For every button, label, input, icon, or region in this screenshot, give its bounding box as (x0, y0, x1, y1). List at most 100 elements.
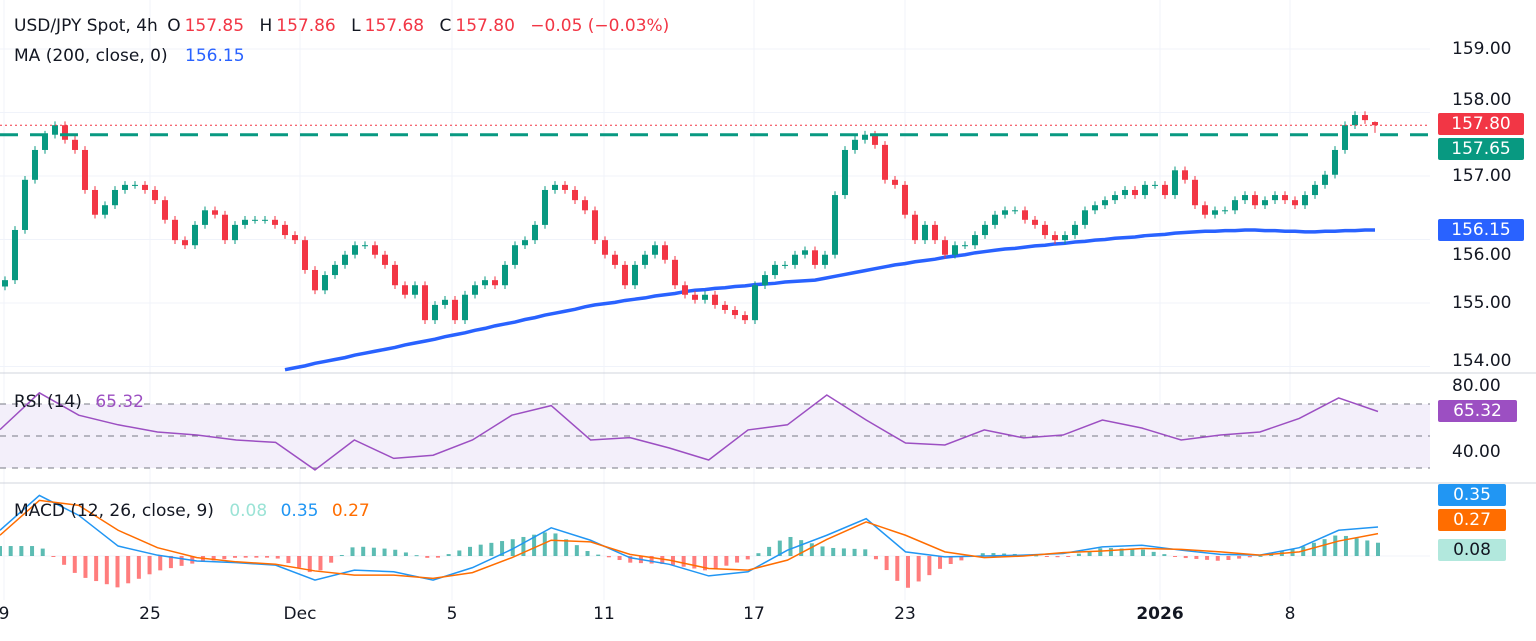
macd-line (0, 494, 1379, 581)
candle-body (502, 264, 508, 286)
macd-histogram-bar (724, 556, 729, 566)
candle-body (1212, 210, 1218, 215)
macd-histogram-bar (1055, 556, 1060, 558)
candle-body (1332, 149, 1338, 175)
candle-body (1232, 200, 1238, 211)
candle-body (512, 245, 518, 265)
candle-body (392, 264, 398, 286)
candle-body (932, 224, 938, 241)
candle-body (692, 294, 698, 300)
macd-histogram-bar (307, 556, 312, 573)
macd-histogram-bar (1119, 548, 1124, 556)
macd-histogram-bar (938, 556, 943, 569)
candle-body (752, 285, 758, 321)
ma-label: MA (200, close, 0) (14, 46, 168, 66)
macd-histogram-bar (168, 556, 173, 569)
macd-histogram-bar (30, 546, 35, 556)
macd-histogram-bar (1098, 548, 1103, 556)
candle-body (612, 254, 618, 265)
candle-body (72, 139, 78, 150)
close-label: C (439, 16, 452, 36)
macd-histogram-bar (1194, 556, 1199, 559)
macd-histogram-bar (179, 556, 184, 566)
signal-line (0, 499, 1379, 580)
macd-histogram-bar (1130, 548, 1135, 556)
macd-histogram-bar (329, 556, 334, 563)
candle-body (302, 240, 308, 270)
macd-legend[interactable]: MACD (12, 26, close, 9) 0.08 0.35 0.27 (14, 501, 374, 521)
candle-body (122, 184, 128, 190)
candle-body (1122, 189, 1128, 196)
open-label: O (167, 16, 181, 36)
macd-histogram-bar (660, 556, 665, 565)
macd-histogram-bar (1247, 556, 1252, 558)
candle-body (252, 219, 258, 221)
macd-histogram-bar (94, 556, 99, 582)
candle-body (822, 254, 828, 265)
macd-histogram-bar (873, 556, 878, 560)
time-tick: 23 (894, 604, 916, 624)
macd-histogram-bar (158, 556, 163, 571)
candle-body (212, 210, 218, 215)
macd-histogram-bar (297, 556, 302, 568)
candle-body (1242, 195, 1248, 201)
change-value: −0.05 (−0.03%) (530, 16, 670, 36)
ma-legend[interactable]: MA (200, close, 0) 156.15 (14, 46, 249, 66)
macd-histogram-bar (777, 540, 782, 556)
candle-body (642, 254, 648, 265)
rsi-line-group (0, 391, 1379, 471)
rsi-tag: 65.32 (1438, 400, 1517, 422)
symbol-title[interactable]: USD/JPY Spot, 4h (14, 16, 158, 36)
candle-body (192, 224, 198, 246)
candle-body (702, 294, 708, 300)
candle-body (52, 125, 58, 135)
macd-histogram-bar (350, 547, 355, 556)
candle-body (1342, 125, 1348, 150)
macd-histogram-bar (403, 552, 408, 556)
macd-histogram-bar (1354, 538, 1359, 556)
macd-histogram-bar (104, 556, 109, 585)
candle-body (1072, 224, 1078, 236)
candle-body (792, 254, 798, 265)
macd-histogram-bar (371, 547, 376, 556)
macd-histogram-bar (767, 546, 772, 556)
candle-body (802, 250, 808, 255)
macd-histogram-bar (478, 544, 483, 556)
macd-histogram-bar (510, 539, 515, 556)
macd-histogram-bar (756, 553, 761, 556)
macd-histogram-bar (980, 553, 985, 556)
candle-body (472, 285, 478, 295)
time-tick: 17 (743, 604, 765, 624)
candle-body (952, 245, 958, 255)
candle-body (222, 214, 228, 241)
candle-body (462, 294, 468, 321)
candle-body (1222, 210, 1228, 212)
macd-histogram-bar (1044, 556, 1049, 557)
candle-body (62, 125, 68, 140)
candle-body (402, 285, 408, 295)
macd-group (0, 494, 1380, 588)
macd-histogram-bar (8, 546, 13, 556)
candle-body (712, 294, 718, 305)
candle-body (552, 184, 558, 190)
candle-body (172, 219, 178, 241)
macd-histogram-bar (521, 536, 526, 556)
candle-body (322, 275, 328, 291)
macd-histogram-bar (115, 556, 120, 588)
macd-histogram-bar (916, 556, 921, 582)
candle-body (1092, 205, 1098, 211)
support-level-tag: 157.65 (1438, 138, 1524, 160)
signal-value: 0.27 (331, 501, 370, 521)
rsi-legend[interactable]: RSI (14) 65.32 (14, 392, 148, 412)
candle-body (1042, 224, 1048, 236)
candle-body (1112, 195, 1118, 201)
macd-histogram-bar (222, 556, 227, 560)
candle-body (562, 184, 568, 190)
candle-body (942, 240, 948, 255)
candle-body (682, 285, 688, 295)
macd-histogram-bar (1226, 556, 1231, 560)
macd-histogram-bar (40, 548, 45, 556)
candle-body (602, 240, 608, 255)
macd-histogram-bar (1151, 551, 1156, 556)
